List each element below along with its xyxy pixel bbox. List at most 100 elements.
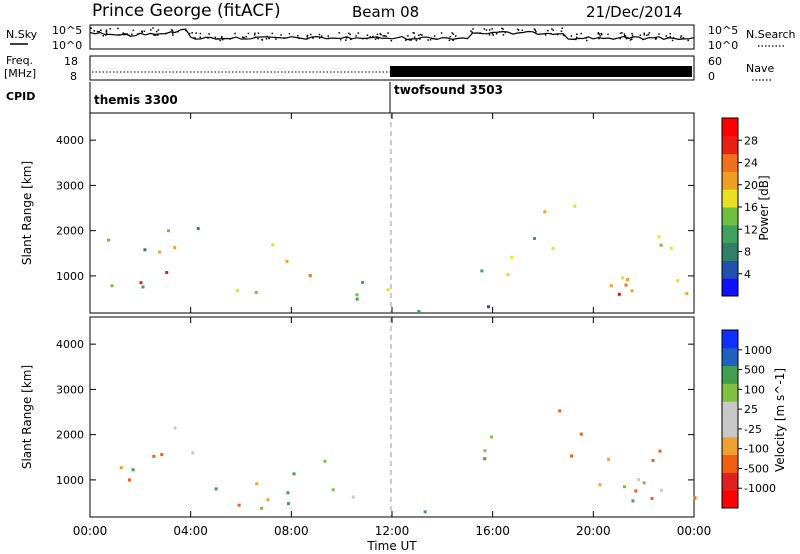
heatmap-cell — [260, 506, 264, 510]
nsearch-point — [372, 35, 374, 38]
y-tick-label: 2000 — [56, 225, 84, 238]
nsearch-point — [654, 38, 657, 40]
heatmap-cell — [651, 459, 655, 462]
freq-panel — [89, 55, 695, 81]
heatmap-cell — [152, 454, 156, 458]
freq-tick-high: 18 — [64, 55, 78, 68]
heatmap-cell — [254, 291, 258, 295]
power-axes: 1000 2000 3000 4000 — [56, 113, 695, 313]
nsearch-point — [102, 35, 104, 37]
nsearch-point — [100, 29, 102, 31]
nsearch-point — [390, 39, 393, 42]
heatmap-cell — [626, 278, 629, 281]
nsearch-point — [266, 35, 268, 38]
nsearch-point — [318, 37, 321, 39]
nsearch-point — [96, 30, 99, 33]
nsearch-point — [220, 35, 223, 38]
nsearch-tick-low: 10^0 — [708, 39, 738, 52]
heatmap-cell — [617, 292, 621, 296]
nsearch-point — [376, 37, 378, 39]
nsearch-point — [679, 36, 682, 39]
heatmap-cell — [573, 204, 577, 208]
nsearch-point — [641, 38, 644, 41]
colorbar-swatch — [722, 260, 738, 279]
colorbar-swatch — [722, 224, 738, 244]
nsearch-point — [551, 28, 553, 30]
cpid-mode-2: twofsound 3503 — [394, 83, 503, 97]
cpid-mode-1: themis 3300 — [94, 93, 178, 107]
nsearch-point — [619, 37, 621, 40]
nsearch-point — [418, 34, 420, 36]
nsearch-point — [194, 37, 196, 39]
heatmap-cell — [361, 280, 365, 284]
colorbar-tick-label: 24 — [744, 157, 758, 170]
nsearch-point — [498, 31, 501, 33]
nsearch-point — [491, 32, 494, 35]
nsearch-point — [682, 37, 685, 39]
nsearch-point — [257, 32, 260, 34]
nsearch-point — [374, 38, 377, 40]
station-title: Prince George (fitACF) — [92, 1, 281, 21]
nsearch-point — [550, 32, 552, 35]
colorbar-swatch — [722, 419, 738, 438]
nsearch-point — [452, 33, 455, 35]
nsearch-point — [214, 36, 217, 39]
colorbar-swatch — [722, 330, 738, 349]
nsearch-point — [599, 35, 601, 37]
nsearch-point — [191, 32, 193, 34]
nsearch-point — [321, 35, 323, 37]
nsearch-point — [598, 37, 600, 40]
heatmap-cell — [139, 281, 143, 285]
nsearch-point — [245, 36, 247, 38]
heatmap-cell — [621, 276, 624, 280]
nsearch-point — [306, 37, 309, 39]
heatmap-cell — [623, 485, 626, 489]
nsearch-point — [535, 31, 537, 33]
heatmap-cell — [579, 432, 583, 436]
y-tick-label: 1000 — [56, 270, 84, 283]
nsearch-point — [561, 27, 564, 29]
nsearch-point — [105, 32, 108, 35]
nsearch-point — [647, 33, 650, 36]
nsearch-point — [419, 38, 421, 40]
nsearch-point — [429, 39, 432, 41]
nsearch-point — [586, 39, 588, 42]
nsky-tick-high: 10^5 — [52, 24, 82, 37]
nsearch-point — [624, 36, 627, 38]
heatmap-cell — [285, 259, 289, 263]
heatmap-cell — [386, 288, 390, 292]
nsearch-point — [413, 36, 416, 38]
nsearch-point — [207, 37, 209, 39]
nsearch-point — [433, 35, 436, 37]
heatmap-cell — [141, 285, 145, 289]
x-tick-label: 04:00 — [173, 524, 208, 538]
nsearch-point — [223, 37, 225, 40]
colorbar-tick-label: 28 — [744, 134, 758, 147]
nsearch-point — [407, 35, 409, 37]
nsearch-point — [126, 33, 128, 35]
nsearch-point — [575, 38, 577, 41]
heatmap-cell — [533, 237, 536, 240]
colorbar-swatch — [722, 472, 738, 491]
nsearch-point — [625, 37, 628, 40]
nsearch-point — [185, 29, 187, 32]
heatmap-cell — [634, 489, 638, 493]
nsearch-point — [221, 37, 223, 39]
velocity-colorbar-label: Velocity [m s^-1] — [773, 368, 787, 472]
nsearch-point — [405, 39, 407, 41]
colorbar-swatch — [722, 242, 738, 261]
nsearch-point — [157, 29, 160, 31]
nsearch-point — [268, 37, 270, 40]
heatmap-cell — [676, 279, 680, 283]
nsearch-point — [155, 30, 158, 33]
y-tick-label: 3000 — [56, 383, 84, 396]
freq-tick-low: 8 — [70, 70, 77, 83]
nsearch-point — [328, 37, 330, 40]
heatmap-cell — [286, 491, 290, 495]
nsearch-point — [217, 37, 219, 40]
nsearch-point — [517, 29, 520, 31]
heatmap-cell — [551, 246, 555, 250]
nsearch-point — [297, 35, 299, 37]
nsearch-point — [492, 34, 495, 36]
